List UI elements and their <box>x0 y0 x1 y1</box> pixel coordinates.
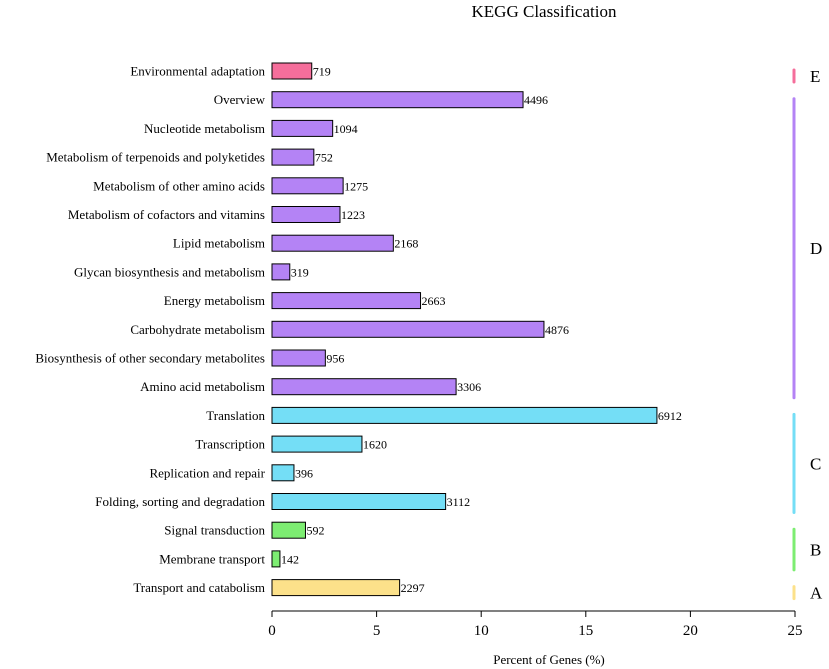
bar <box>271 62 313 80</box>
value-label: 3306 <box>457 380 481 394</box>
chart-title: KEGG Classification <box>472 2 617 21</box>
category-label: Overview <box>214 92 266 107</box>
bar <box>271 91 524 109</box>
value-label: 319 <box>291 265 309 279</box>
bar <box>271 378 457 396</box>
category-label: Biosynthesis of other secondary metaboli… <box>35 351 265 366</box>
x-axis-title: Percent of Genes (%) <box>493 652 605 667</box>
x-tick-label: 15 <box>578 623 593 639</box>
x-tick-label: 10 <box>474 623 489 639</box>
bar <box>271 320 545 338</box>
value-label: 2297 <box>401 581 425 595</box>
bar <box>271 406 658 424</box>
category-label: Metabolism of terpenoids and polyketides <box>46 150 265 165</box>
bar <box>271 349 326 367</box>
value-label: 2663 <box>422 294 446 308</box>
category-label: Lipid metabolism <box>173 236 265 251</box>
value-label: 752 <box>315 151 333 165</box>
category-label: Environmental adaptation <box>130 64 265 79</box>
group-label: A <box>810 584 823 603</box>
bar <box>271 119 334 137</box>
group-label: B <box>810 541 821 560</box>
bar <box>271 493 447 510</box>
value-label: 4876 <box>545 323 569 337</box>
group-brackets: E D C B A <box>792 67 823 603</box>
category-label: Transport and catabolism <box>133 580 265 595</box>
value-label: 1094 <box>334 122 358 136</box>
group-label: D <box>810 239 822 258</box>
bar <box>271 464 295 482</box>
bar <box>271 148 315 166</box>
x-tick-label: 25 <box>788 623 803 639</box>
bars-layer <box>271 62 658 597</box>
bar <box>271 234 394 252</box>
category-label: Energy metabolism <box>164 293 265 308</box>
category-label: Membrane transport <box>159 551 265 566</box>
value-label: 396 <box>295 466 313 480</box>
category-label: Signal transduction <box>164 523 265 538</box>
value-label: 6912 <box>658 409 682 423</box>
value-label: 1223 <box>341 208 365 222</box>
x-tick-label: 0 <box>268 623 276 639</box>
category-label: Metabolism of cofactors and vitamins <box>68 207 265 222</box>
value-label: 719 <box>313 65 331 79</box>
group-label: C <box>810 454 821 473</box>
category-labels: Environmental adaptation Overview Nucleoti… <box>35 64 265 596</box>
value-label: 1275 <box>344 179 368 193</box>
category-label: Folding, sorting and degradation <box>95 494 265 509</box>
category-label: Glycan biosynthesis and metabolism <box>74 264 265 279</box>
value-labels: 719 4496 1094 752 1275 1223 2168 319 2663 4876 956… <box>281 65 682 596</box>
category-label: Nucleotide metabolism <box>144 121 265 136</box>
category-label: Translation <box>206 408 265 423</box>
category-label: Metabolism of other amino acids <box>93 178 265 193</box>
bar <box>271 435 363 453</box>
bar <box>271 263 291 281</box>
value-label: 1620 <box>363 438 387 452</box>
category-label: Carbohydrate metabolism <box>130 322 265 337</box>
bar <box>271 521 306 539</box>
category-label: Transcription <box>195 437 265 452</box>
group-label: E <box>810 67 820 86</box>
bar <box>271 177 344 195</box>
value-label: 3112 <box>447 495 471 509</box>
value-label: 956 <box>326 352 344 366</box>
value-label: 4496 <box>524 93 548 107</box>
value-label: 2168 <box>394 237 418 251</box>
x-axis: 0 5 10 15 20 25 <box>268 610 803 639</box>
value-label: 142 <box>281 552 299 566</box>
bar <box>271 292 422 310</box>
x-tick-label: 20 <box>683 623 698 639</box>
category-label: Replication and repair <box>149 465 265 480</box>
category-label: Amino acid metabolism <box>140 379 265 394</box>
x-tick-label: 5 <box>373 623 381 639</box>
value-label: 592 <box>306 524 324 538</box>
bar <box>271 550 281 568</box>
bar <box>271 206 341 223</box>
bar <box>271 579 401 597</box>
